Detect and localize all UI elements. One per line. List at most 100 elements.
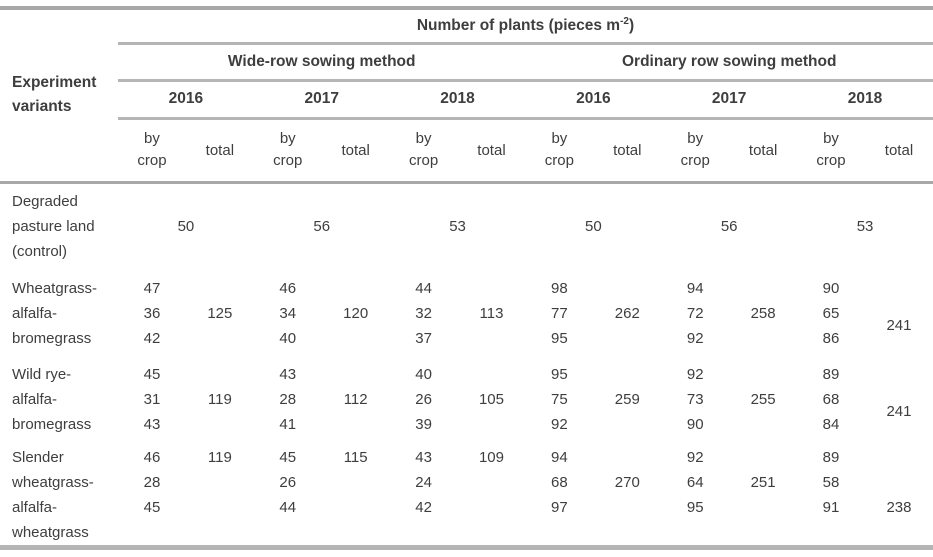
total-header: total (185, 118, 254, 184)
by-crop-value: 89 (822, 365, 840, 383)
by-crop-value: 26 (415, 390, 432, 408)
total-value: 125 (207, 304, 233, 322)
total-value: 262 (614, 304, 640, 322)
table-title: Number of plants (pieces m-2) (118, 6, 933, 45)
total-cell: 238 (864, 442, 933, 550)
by-crop-value: 24 (415, 474, 432, 491)
table-title-superscript: -2 (620, 15, 629, 27)
by-crop-value: 95 (686, 499, 704, 516)
total-cell: 115 (321, 442, 390, 550)
by-crop-value: 26 (279, 474, 297, 491)
total-value: 113 (479, 304, 504, 322)
total-cell: 105 (458, 356, 526, 442)
by-crop-cell: 44 32 37 (390, 270, 458, 356)
by-crop-cell: 43 28 41 (254, 356, 322, 442)
by-crop-value: 90 (686, 415, 704, 433)
total-cell: 258 (729, 270, 797, 356)
by-crop-header-label: by crop (137, 130, 167, 169)
by-crop-value: 46 (143, 449, 161, 466)
total-value: 258 (750, 304, 776, 322)
by-crop-value: 92 (686, 449, 704, 466)
row-label: Wheatgrass-alfalfa-bromegrass (12, 279, 98, 347)
by-crop-header-label: by crop (680, 130, 710, 169)
by-crop-value: 92 (686, 329, 704, 347)
control-value: 50 (585, 218, 602, 236)
by-crop-cell: 45 26 44 (253, 442, 322, 550)
by-crop-value: 40 (415, 365, 432, 383)
by-crop-header-label: by crop (544, 130, 574, 169)
table-row-wheatgrass: Wheatgrass-alfalfa-bromegrass 47 36 42 1… (0, 270, 933, 356)
by-crop-value: 94 (686, 279, 704, 297)
by-crop-cell: 89 68 84 (797, 356, 865, 442)
year-header-wide-2018: 2018 (389, 80, 526, 120)
total-header: total (729, 118, 798, 184)
by-crop-cell: 89 58 91 (797, 442, 865, 550)
by-crop-value: 95 (551, 329, 568, 347)
by-crop-cell: 47 36 42 (118, 270, 186, 356)
by-crop-value: 98 (551, 279, 568, 297)
total-value: 251 (750, 474, 776, 491)
by-crop-header-label: by crop (816, 130, 846, 169)
by-crop-cell: 94 72 92 (661, 270, 729, 356)
by-crop-value: 47 (143, 279, 161, 297)
by-crop-value: 39 (415, 415, 432, 433)
table-row-control: Degraded pasture land (control) 50 56 53… (0, 182, 933, 270)
by-crop-header: by crop (389, 118, 458, 184)
by-crop-header-label: by crop (408, 130, 439, 169)
method-header-ordinary-row: Ordinary row sowing method (525, 43, 933, 82)
by-crop-value: 44 (279, 499, 297, 516)
by-crop-value: 86 (822, 329, 840, 347)
by-crop-value: 45 (279, 449, 297, 466)
total-value: 109 (478, 449, 504, 466)
by-crop-cell: 95 75 92 (525, 356, 593, 442)
year-header-wide-2016: 2016 (118, 80, 254, 120)
by-crop-value: 43 (279, 365, 297, 383)
by-crop-value: 68 (822, 390, 840, 408)
by-crop-value: 84 (822, 415, 840, 433)
by-crop-value: 32 (415, 304, 432, 322)
by-crop-value: 90 (822, 279, 840, 297)
by-crop-value: 65 (822, 304, 840, 322)
by-crop-value: 75 (551, 390, 568, 408)
control-value: 56 (720, 218, 738, 236)
total-value: 105 (478, 390, 504, 408)
by-crop-value: 28 (279, 390, 297, 408)
table-title-end: ) (629, 16, 635, 34)
total-header: total (864, 118, 933, 184)
by-crop-header: by crop (253, 118, 322, 184)
by-crop-value: 97 (551, 499, 568, 516)
method-header-wide-row: Wide-row sowing method (118, 43, 526, 82)
total-cell: 113 (458, 270, 526, 356)
by-crop-header: by crop (797, 118, 865, 184)
total-cell: 119 (185, 442, 254, 550)
year-header-ordinary-2018: 2018 (797, 80, 933, 120)
table-row-wild-rye: Wild rye-alfalfa-bromegrass 45 31 43 119… (0, 356, 933, 442)
by-crop-value: 42 (143, 329, 161, 347)
by-crop-header: by crop (525, 118, 594, 184)
by-crop-value: 73 (686, 390, 704, 408)
by-crop-value: 95 (551, 365, 568, 383)
by-crop-cell: 46 34 40 (254, 270, 322, 356)
total-cell: 255 (729, 356, 797, 442)
total-value: 120 (343, 304, 369, 322)
total-cell: 241 (865, 356, 933, 442)
year-header-ordinary-2017: 2017 (661, 80, 798, 120)
total-value: 241 (886, 316, 912, 334)
by-crop-value: 41 (279, 415, 297, 433)
by-crop-cell: 45 31 43 (118, 356, 186, 442)
by-crop-cell: 94 68 97 (525, 442, 594, 550)
total-cell: 112 (322, 356, 390, 442)
by-crop-value: 28 (143, 474, 161, 491)
row-label: Wild rye-alfalfa-bromegrass (12, 365, 92, 433)
by-crop-value: 94 (551, 449, 568, 466)
total-value: 241 (886, 402, 912, 420)
by-crop-value: 72 (686, 304, 704, 322)
total-cell: 262 (593, 270, 661, 356)
table-title-main: Number of plants (pieces m (416, 16, 621, 34)
by-crop-value: 31 (143, 390, 161, 408)
by-crop-value: 92 (686, 365, 704, 383)
plants-table: Experiment variants Number of plants (pi… (0, 6, 933, 550)
control-value: 53 (856, 218, 874, 236)
by-crop-cell: 92 73 90 (661, 356, 729, 442)
